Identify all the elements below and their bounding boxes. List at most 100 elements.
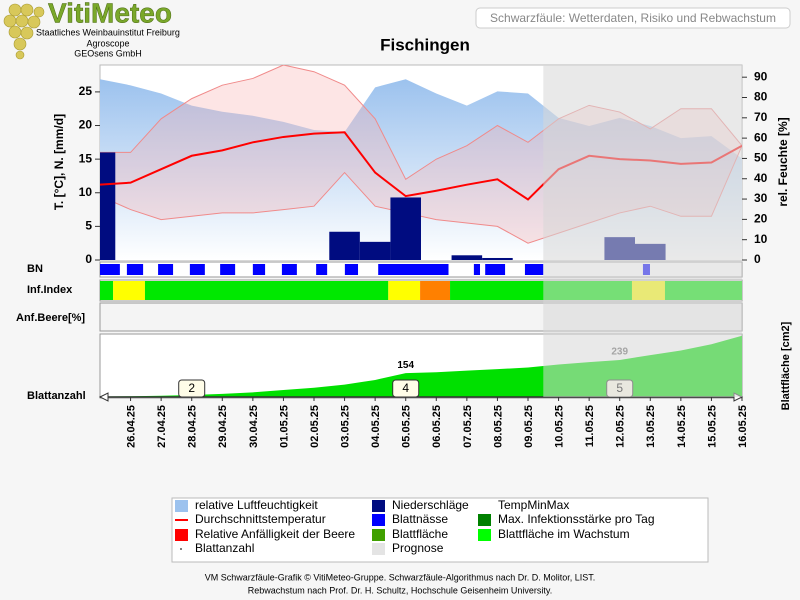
x-tick-label: 13.05.25 bbox=[645, 405, 657, 448]
x-tick-label: 05.05.25 bbox=[401, 405, 413, 448]
legend-label: Prognose bbox=[392, 541, 444, 555]
x-tick-label: 08.05.25 bbox=[492, 405, 504, 448]
leaf-area-label: 154 bbox=[397, 360, 414, 371]
legend-swatch bbox=[372, 514, 385, 526]
leaf-wetness bbox=[316, 264, 328, 275]
legend-swatch bbox=[478, 514, 491, 526]
org-line: Agroscope bbox=[86, 38, 129, 48]
x-tick-label: 15.05.25 bbox=[706, 405, 718, 448]
legend-swatch bbox=[175, 529, 188, 541]
x-tick-label: 14.05.25 bbox=[676, 405, 688, 448]
y-axis-label: T. [°C], N. [mm/d] bbox=[52, 114, 66, 210]
logo: VitiMeteo bbox=[48, 0, 172, 28]
legend-swatch bbox=[180, 548, 182, 550]
legend-swatch bbox=[478, 529, 491, 541]
y2-tick-label: 50 bbox=[754, 151, 768, 165]
y-tick-label: 0 bbox=[85, 252, 92, 266]
x-tick-label: 02.05.25 bbox=[309, 405, 321, 448]
leaf-wetness bbox=[524, 264, 544, 275]
y2-tick-label: 40 bbox=[754, 171, 768, 185]
precip-bar bbox=[390, 197, 421, 260]
leaf-wetness bbox=[189, 264, 205, 275]
y2-tick-label: 70 bbox=[754, 110, 768, 124]
x-tick-label: 29.04.25 bbox=[217, 405, 229, 448]
x-tick-label: 10.05.25 bbox=[553, 405, 565, 448]
precip-bar bbox=[359, 241, 391, 260]
leaf-wetness bbox=[378, 264, 449, 275]
chart-title: Fischingen bbox=[380, 35, 470, 54]
infection-segment bbox=[420, 281, 451, 300]
precip-bar bbox=[451, 255, 483, 260]
y2-tick-label: 30 bbox=[754, 191, 768, 205]
legend-label: TempMinMax bbox=[498, 498, 569, 512]
footer: Rebwachstum nach Prof. Dr. H. Schultz, H… bbox=[248, 585, 552, 595]
y-tick-label: 20 bbox=[79, 118, 93, 132]
legend-label: Blattfläche im Wachstum bbox=[498, 527, 630, 541]
legend-label: Blattanzahl bbox=[195, 541, 254, 555]
legend-label: relative Luftfeuchtigkeit bbox=[195, 498, 318, 512]
y2-tick-label: 20 bbox=[754, 212, 768, 226]
row-label: Anf.Beere[%] bbox=[16, 312, 85, 324]
leaf-wetness bbox=[220, 264, 236, 275]
y2-tick-label: 60 bbox=[754, 130, 768, 144]
leaf-count: 4 bbox=[402, 381, 409, 395]
row-label: Blattanzahl bbox=[27, 390, 86, 402]
leaf-wetness bbox=[473, 264, 481, 275]
leaf-wetness bbox=[100, 264, 120, 275]
x-tick-label: 03.05.25 bbox=[339, 405, 351, 448]
leaf-wetness bbox=[344, 264, 359, 275]
legend-label: Max. Infektionsstärke pro Tag bbox=[498, 512, 655, 526]
prognose-overlay bbox=[543, 65, 742, 397]
subject: Schwarzfäule: Wetterdaten, Risiko und Re… bbox=[490, 11, 776, 25]
leaf-wetness bbox=[158, 264, 174, 275]
org-line: GEOsens GmbH bbox=[74, 48, 142, 58]
y-tick-label: 15 bbox=[79, 151, 93, 165]
x-tick-label: 12.05.25 bbox=[615, 405, 627, 448]
x-tick-label: 11.05.25 bbox=[584, 405, 596, 447]
org-line: Staatliches Weinbauinstitut Freiburg bbox=[36, 27, 180, 37]
x-tick-label: 01.05.25 bbox=[278, 405, 290, 448]
row-label: BN bbox=[27, 263, 43, 275]
logo-grapes bbox=[3, 3, 45, 60]
infection-segment bbox=[144, 281, 389, 300]
y2-tick-label: 90 bbox=[754, 69, 768, 83]
x-tick-label: 28.04.25 bbox=[187, 405, 199, 448]
x-tick-label: 07.05.25 bbox=[462, 405, 474, 448]
y2-tick-label: 80 bbox=[754, 90, 768, 104]
y-tick-label: 5 bbox=[85, 219, 92, 233]
legend-swatch bbox=[175, 500, 188, 512]
y2-axis-label: rel. Feuchte [%] bbox=[776, 117, 790, 206]
legend-swatch bbox=[372, 500, 385, 512]
leaf-wetness bbox=[281, 264, 297, 275]
leaf-wetness bbox=[485, 264, 506, 275]
legend-label: Blattnässe bbox=[392, 512, 448, 526]
x-tick-label: 26.04.25 bbox=[125, 405, 137, 448]
legend-label: Durchschnittstemperatur bbox=[195, 512, 326, 526]
footer: VM Schwarzfäule-Grafik © VitiMeteo-Grupp… bbox=[205, 572, 596, 582]
leaf-count: 2 bbox=[188, 381, 195, 395]
x-tick-label: 09.05.25 bbox=[523, 405, 535, 448]
leaf-wetness bbox=[126, 264, 144, 275]
infection-segment bbox=[100, 281, 114, 300]
x-tick-label: 16.05.25 bbox=[737, 405, 749, 448]
legend-swatch bbox=[372, 529, 385, 541]
legend-label: Blattfläche bbox=[392, 527, 448, 541]
y2-tick-label: 0 bbox=[754, 252, 761, 266]
row-label: Inf.Index bbox=[27, 284, 73, 296]
infection-segment bbox=[113, 281, 145, 300]
x-tick-label: 06.05.25 bbox=[431, 405, 443, 448]
y-tick-label: 25 bbox=[79, 84, 93, 98]
legend-swatch bbox=[372, 543, 385, 555]
legend-label: Niederschläge bbox=[392, 498, 469, 512]
precip-bar bbox=[100, 152, 116, 260]
precip-bar bbox=[329, 231, 360, 260]
x-tick-label: 30.04.25 bbox=[248, 405, 260, 448]
y-tick-label: 10 bbox=[79, 185, 93, 199]
leaf-area-label: Blattfläche [cm2] bbox=[780, 321, 792, 410]
subject-box bbox=[475, 7, 791, 29]
x-tick-label: 27.04.25 bbox=[156, 405, 168, 448]
leaf-wetness bbox=[252, 264, 266, 275]
infection-segment bbox=[388, 281, 421, 300]
precip-bar bbox=[482, 257, 513, 260]
